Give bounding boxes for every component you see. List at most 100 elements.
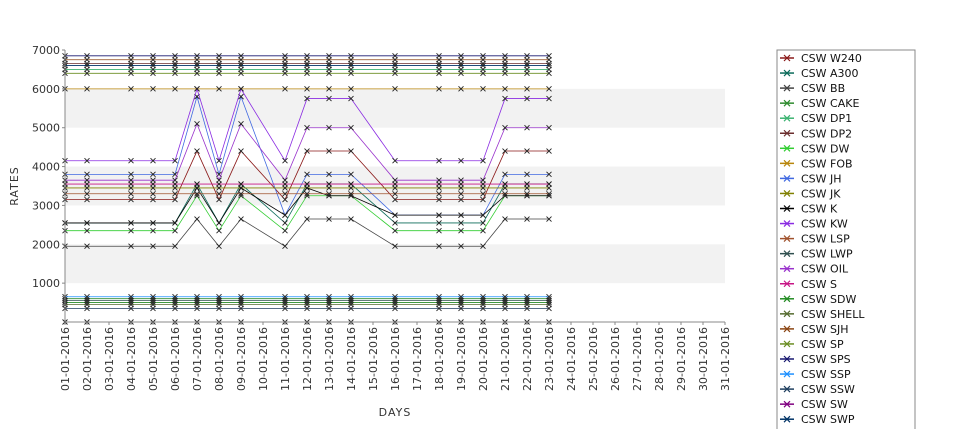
- legend: CSW W240 CSW A300 CSW BB CSW CAKE CSW DP1 CSW…: [776, 49, 916, 429]
- x-tick-label: 22-01-2016: [521, 327, 534, 391]
- legend-item[interactable]: CSW A300: [780, 67, 859, 80]
- legend-item[interactable]: CSW SHELL: [780, 308, 865, 321]
- legend-item[interactable]: CSW DP1: [780, 112, 852, 125]
- data-point: [194, 181, 200, 187]
- data-point: [348, 171, 354, 178]
- legend-item[interactable]: CSW FOB: [780, 157, 853, 170]
- data-point: [238, 305, 244, 312]
- data-point: [84, 62, 90, 69]
- data-point: [150, 190, 156, 197]
- legend-marker: [783, 144, 791, 152]
- data-point: [172, 62, 178, 69]
- legend-label: CSW OIL: [801, 263, 849, 276]
- legend-marker: [783, 385, 791, 393]
- data-point: [458, 86, 464, 92]
- data-point: [458, 70, 464, 77]
- legend-item[interactable]: CSW SJH: [780, 323, 849, 336]
- data-point: [216, 196, 222, 203]
- data-point: [194, 62, 200, 69]
- data-point: [84, 70, 90, 77]
- legend-item[interactable]: CSW KW: [780, 218, 848, 231]
- series-csw-ssw: [62, 305, 552, 312]
- legend-label: CSW JH: [801, 172, 842, 185]
- legend-item[interactable]: CSW OIL: [780, 263, 849, 276]
- legend-item[interactable]: CSW SP: [780, 338, 844, 351]
- data-point: [348, 95, 354, 102]
- legend-label: CSW DP1: [801, 112, 852, 125]
- legend-item[interactable]: CSW K: [780, 203, 838, 216]
- legend-item[interactable]: CSW DP2: [780, 127, 852, 140]
- series-lines: [62, 53, 552, 325]
- data-point: [282, 227, 288, 234]
- data-point: [436, 157, 442, 164]
- x-tick-label: 12-01-2016: [301, 327, 314, 391]
- data-point: [150, 171, 156, 178]
- legend-label: CSW CAKE: [801, 97, 859, 110]
- legend-marker: [783, 355, 791, 363]
- data-point: [524, 86, 530, 92]
- data-point: [326, 86, 332, 92]
- legend-item[interactable]: CSW CAKE: [780, 97, 859, 110]
- data-point: [150, 227, 156, 234]
- legend-item[interactable]: CSW DW: [780, 142, 850, 155]
- series-csw-swp: [62, 62, 552, 69]
- legend-item[interactable]: CSW SW: [780, 398, 848, 411]
- x-tick-label: 23-01-2016: [543, 327, 556, 391]
- data-point: [150, 53, 156, 59]
- data-point: [128, 243, 134, 250]
- data-point: [458, 190, 464, 197]
- data-point: [238, 53, 244, 59]
- data-point: [480, 62, 486, 69]
- legend-item[interactable]: CSW JH: [780, 172, 842, 185]
- grid-bands: [65, 88, 725, 284]
- legend-item[interactable]: CSW BB: [780, 82, 845, 95]
- data-point: [238, 148, 244, 154]
- data-point: [546, 124, 552, 131]
- legend-item[interactable]: CSW JK: [780, 187, 841, 200]
- legend-item[interactable]: CSW LSP: [780, 233, 850, 246]
- data-point: [282, 220, 288, 226]
- data-point: [282, 157, 288, 164]
- legend-label: CSW SHELL: [801, 308, 865, 321]
- y-tick-labels: 1000 2000 3000 4000 5000 6000 7000: [32, 44, 60, 290]
- data-point: [436, 293, 442, 300]
- data-point: [282, 196, 288, 203]
- legend-item[interactable]: CSW SWP: [780, 413, 855, 426]
- x-tick-label: 06-01-2016: [169, 327, 182, 391]
- data-point: [238, 216, 244, 222]
- data-point: [480, 70, 486, 77]
- legend-item[interactable]: CSW LWP: [780, 248, 853, 261]
- data-point: [172, 243, 178, 250]
- x-tick-label: 09-01-2016: [235, 327, 248, 391]
- data-point: [546, 95, 552, 102]
- data-point: [348, 293, 354, 300]
- data-point: [128, 171, 134, 178]
- x-tick-label: 26-01-2016: [609, 327, 622, 391]
- legend-item[interactable]: CSW SSP: [780, 368, 851, 381]
- legend-item[interactable]: CSW SDW: [780, 293, 856, 306]
- data-point: [304, 70, 310, 77]
- data-point: [128, 293, 134, 300]
- data-point: [524, 95, 530, 102]
- legend-item[interactable]: CSW S: [780, 278, 837, 291]
- legend-item[interactable]: CSW SPS: [780, 353, 851, 366]
- legend-item[interactable]: CSW W240: [780, 52, 862, 65]
- data-point: [326, 171, 332, 178]
- data-point: [150, 220, 156, 226]
- data-point: [348, 148, 354, 154]
- data-point: [502, 86, 508, 92]
- series-csw-sjh: [62, 56, 552, 63]
- x-tick-label: 17-01-2016: [411, 327, 424, 391]
- data-point: [524, 305, 530, 312]
- data-point: [480, 53, 486, 59]
- legend-item[interactable]: CSW SSW: [780, 383, 855, 396]
- data-point: [348, 181, 354, 187]
- legend-label: CSW JK: [801, 187, 841, 200]
- data-point: [216, 293, 222, 300]
- data-point: [546, 293, 552, 300]
- data-point: [436, 62, 442, 69]
- data-point: [348, 86, 354, 92]
- legend-marker: [783, 220, 791, 227]
- legend-marker: [783, 370, 791, 378]
- data-point: [546, 86, 552, 92]
